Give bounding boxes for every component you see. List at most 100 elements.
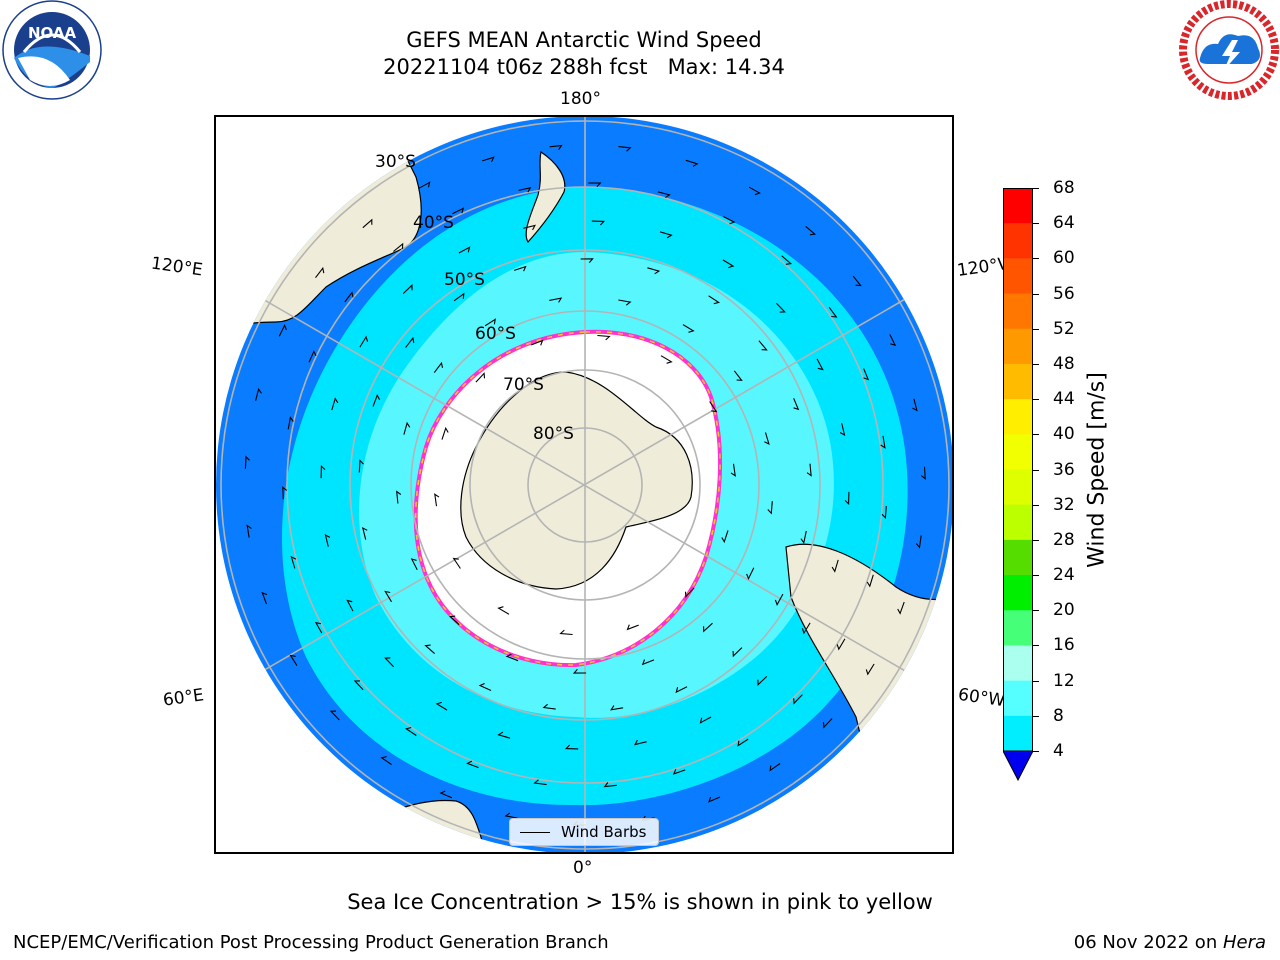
wind-barb xyxy=(757,676,768,686)
lon-label-60e: 60°E xyxy=(161,685,206,711)
wind-barb xyxy=(805,225,817,236)
wind-barb xyxy=(549,297,563,303)
legend-label: Wind Barbs xyxy=(561,823,647,841)
colorbar-segment xyxy=(1003,434,1033,470)
wind-barb xyxy=(393,242,404,252)
colorbar-tick xyxy=(1033,610,1039,612)
map-subtitle: 20221104 t06z 288h fcst Max: 14.34 xyxy=(383,55,785,79)
footer-date-text: 06 Nov 2022 on xyxy=(1073,932,1223,953)
wind-barb xyxy=(831,559,839,573)
colorbar-segment xyxy=(1003,504,1033,541)
noaa-logo-text: NOAA xyxy=(28,24,77,42)
wind-barb xyxy=(836,638,846,651)
wind-barb xyxy=(626,624,639,631)
wind-barb xyxy=(384,657,394,668)
wind-barb xyxy=(441,426,449,440)
wind-barb xyxy=(244,455,250,469)
wind-barb xyxy=(618,146,632,152)
colorbar-tick xyxy=(1033,504,1039,506)
wind-barb xyxy=(384,590,392,603)
wind-barb xyxy=(733,370,743,381)
wind-barb xyxy=(549,144,563,151)
wind-barb xyxy=(732,647,743,658)
wind-barb xyxy=(320,464,326,479)
lat-label-60s: 60°S xyxy=(475,324,516,344)
wind-barb xyxy=(449,615,460,626)
wind-barb-swatch xyxy=(520,832,550,833)
wind-barb xyxy=(290,555,297,569)
colorbar-segment xyxy=(1003,645,1033,682)
wind-barb xyxy=(424,644,435,655)
colorbar-tick-label: 40 xyxy=(1053,424,1075,445)
footer-date: 06 Nov 2022 on Hera xyxy=(1074,932,1266,953)
wind-barb xyxy=(597,334,611,341)
colorbar-tick-label: 12 xyxy=(1053,670,1075,691)
wind-barb xyxy=(402,284,413,294)
colorbar-segment xyxy=(1003,610,1033,646)
colorbar-tick xyxy=(1033,715,1039,717)
wind-barb xyxy=(675,686,688,694)
wind-barb xyxy=(634,739,647,746)
wind-barb xyxy=(618,299,632,306)
colorbar-tick-label: 64 xyxy=(1053,213,1075,234)
lon-label-0: 0° xyxy=(573,858,593,878)
wind-barb xyxy=(699,716,712,724)
wind-barb xyxy=(314,621,323,634)
madagascar-land xyxy=(216,769,298,820)
wind-barb xyxy=(478,682,492,692)
colorbar-tick-label: 4 xyxy=(1053,741,1064,761)
wind-barb xyxy=(372,393,381,407)
wind-barb xyxy=(769,763,781,772)
colorbar-segment xyxy=(1003,328,1033,365)
wind-barb xyxy=(580,258,594,263)
wind-barb xyxy=(610,705,624,711)
wind-barb xyxy=(433,361,444,373)
wind-barbs xyxy=(244,144,926,826)
colorbar-tick xyxy=(1033,328,1039,330)
colorbar-tick-label: 60 xyxy=(1053,248,1075,269)
polar-map xyxy=(216,117,952,852)
wind-barb xyxy=(505,653,519,662)
colorbar-tick xyxy=(1033,399,1039,401)
colorbar-tick-label: 44 xyxy=(1053,389,1075,410)
lat-label-50s: 50°S xyxy=(444,270,485,290)
map-panel xyxy=(214,115,954,854)
wind-barb xyxy=(497,606,510,615)
colorbar-tick xyxy=(1033,223,1039,225)
colorbar-segment xyxy=(1003,188,1033,224)
colorbar-tick-label: 48 xyxy=(1053,353,1075,374)
colorbar-tick-label: 24 xyxy=(1053,565,1075,586)
noaa-logo-icon: NOAA xyxy=(0,0,105,105)
wind-barb xyxy=(396,490,402,504)
wind-barb xyxy=(282,486,288,500)
colorbar-segment xyxy=(1003,363,1033,400)
wind-barb xyxy=(482,156,495,163)
wind-barb xyxy=(822,718,833,729)
wind-barb xyxy=(897,601,905,615)
wind-barb xyxy=(329,710,340,721)
wind-barb xyxy=(358,459,364,473)
colorbar-under-triangle xyxy=(1002,750,1034,782)
wind-barb xyxy=(685,159,699,167)
wind-barb xyxy=(362,218,373,229)
colorbar-segment xyxy=(1003,680,1033,717)
wind-barb xyxy=(880,435,886,449)
wind-barb xyxy=(844,491,850,506)
wind-barb xyxy=(278,324,287,337)
wind-barb xyxy=(682,324,695,333)
lat-label-40s: 40°S xyxy=(413,213,454,233)
wind-barb xyxy=(730,463,736,477)
wind-barb xyxy=(721,530,729,544)
wind-barb xyxy=(331,397,339,411)
meridian-lines xyxy=(216,117,952,852)
colorbar-tick-label: 56 xyxy=(1053,283,1075,304)
wind-barb xyxy=(672,769,686,775)
sea-ice-caption: Sea Ice Concentration > 15% is shown in … xyxy=(347,890,933,914)
wind-barb xyxy=(776,302,786,313)
wind-barb xyxy=(852,275,862,287)
wind-barb xyxy=(767,501,773,515)
lon-label-180: 180° xyxy=(560,89,601,109)
colorbar-segment xyxy=(1003,575,1033,611)
wind-barb xyxy=(497,731,511,739)
colorbar-tick xyxy=(1033,751,1039,752)
